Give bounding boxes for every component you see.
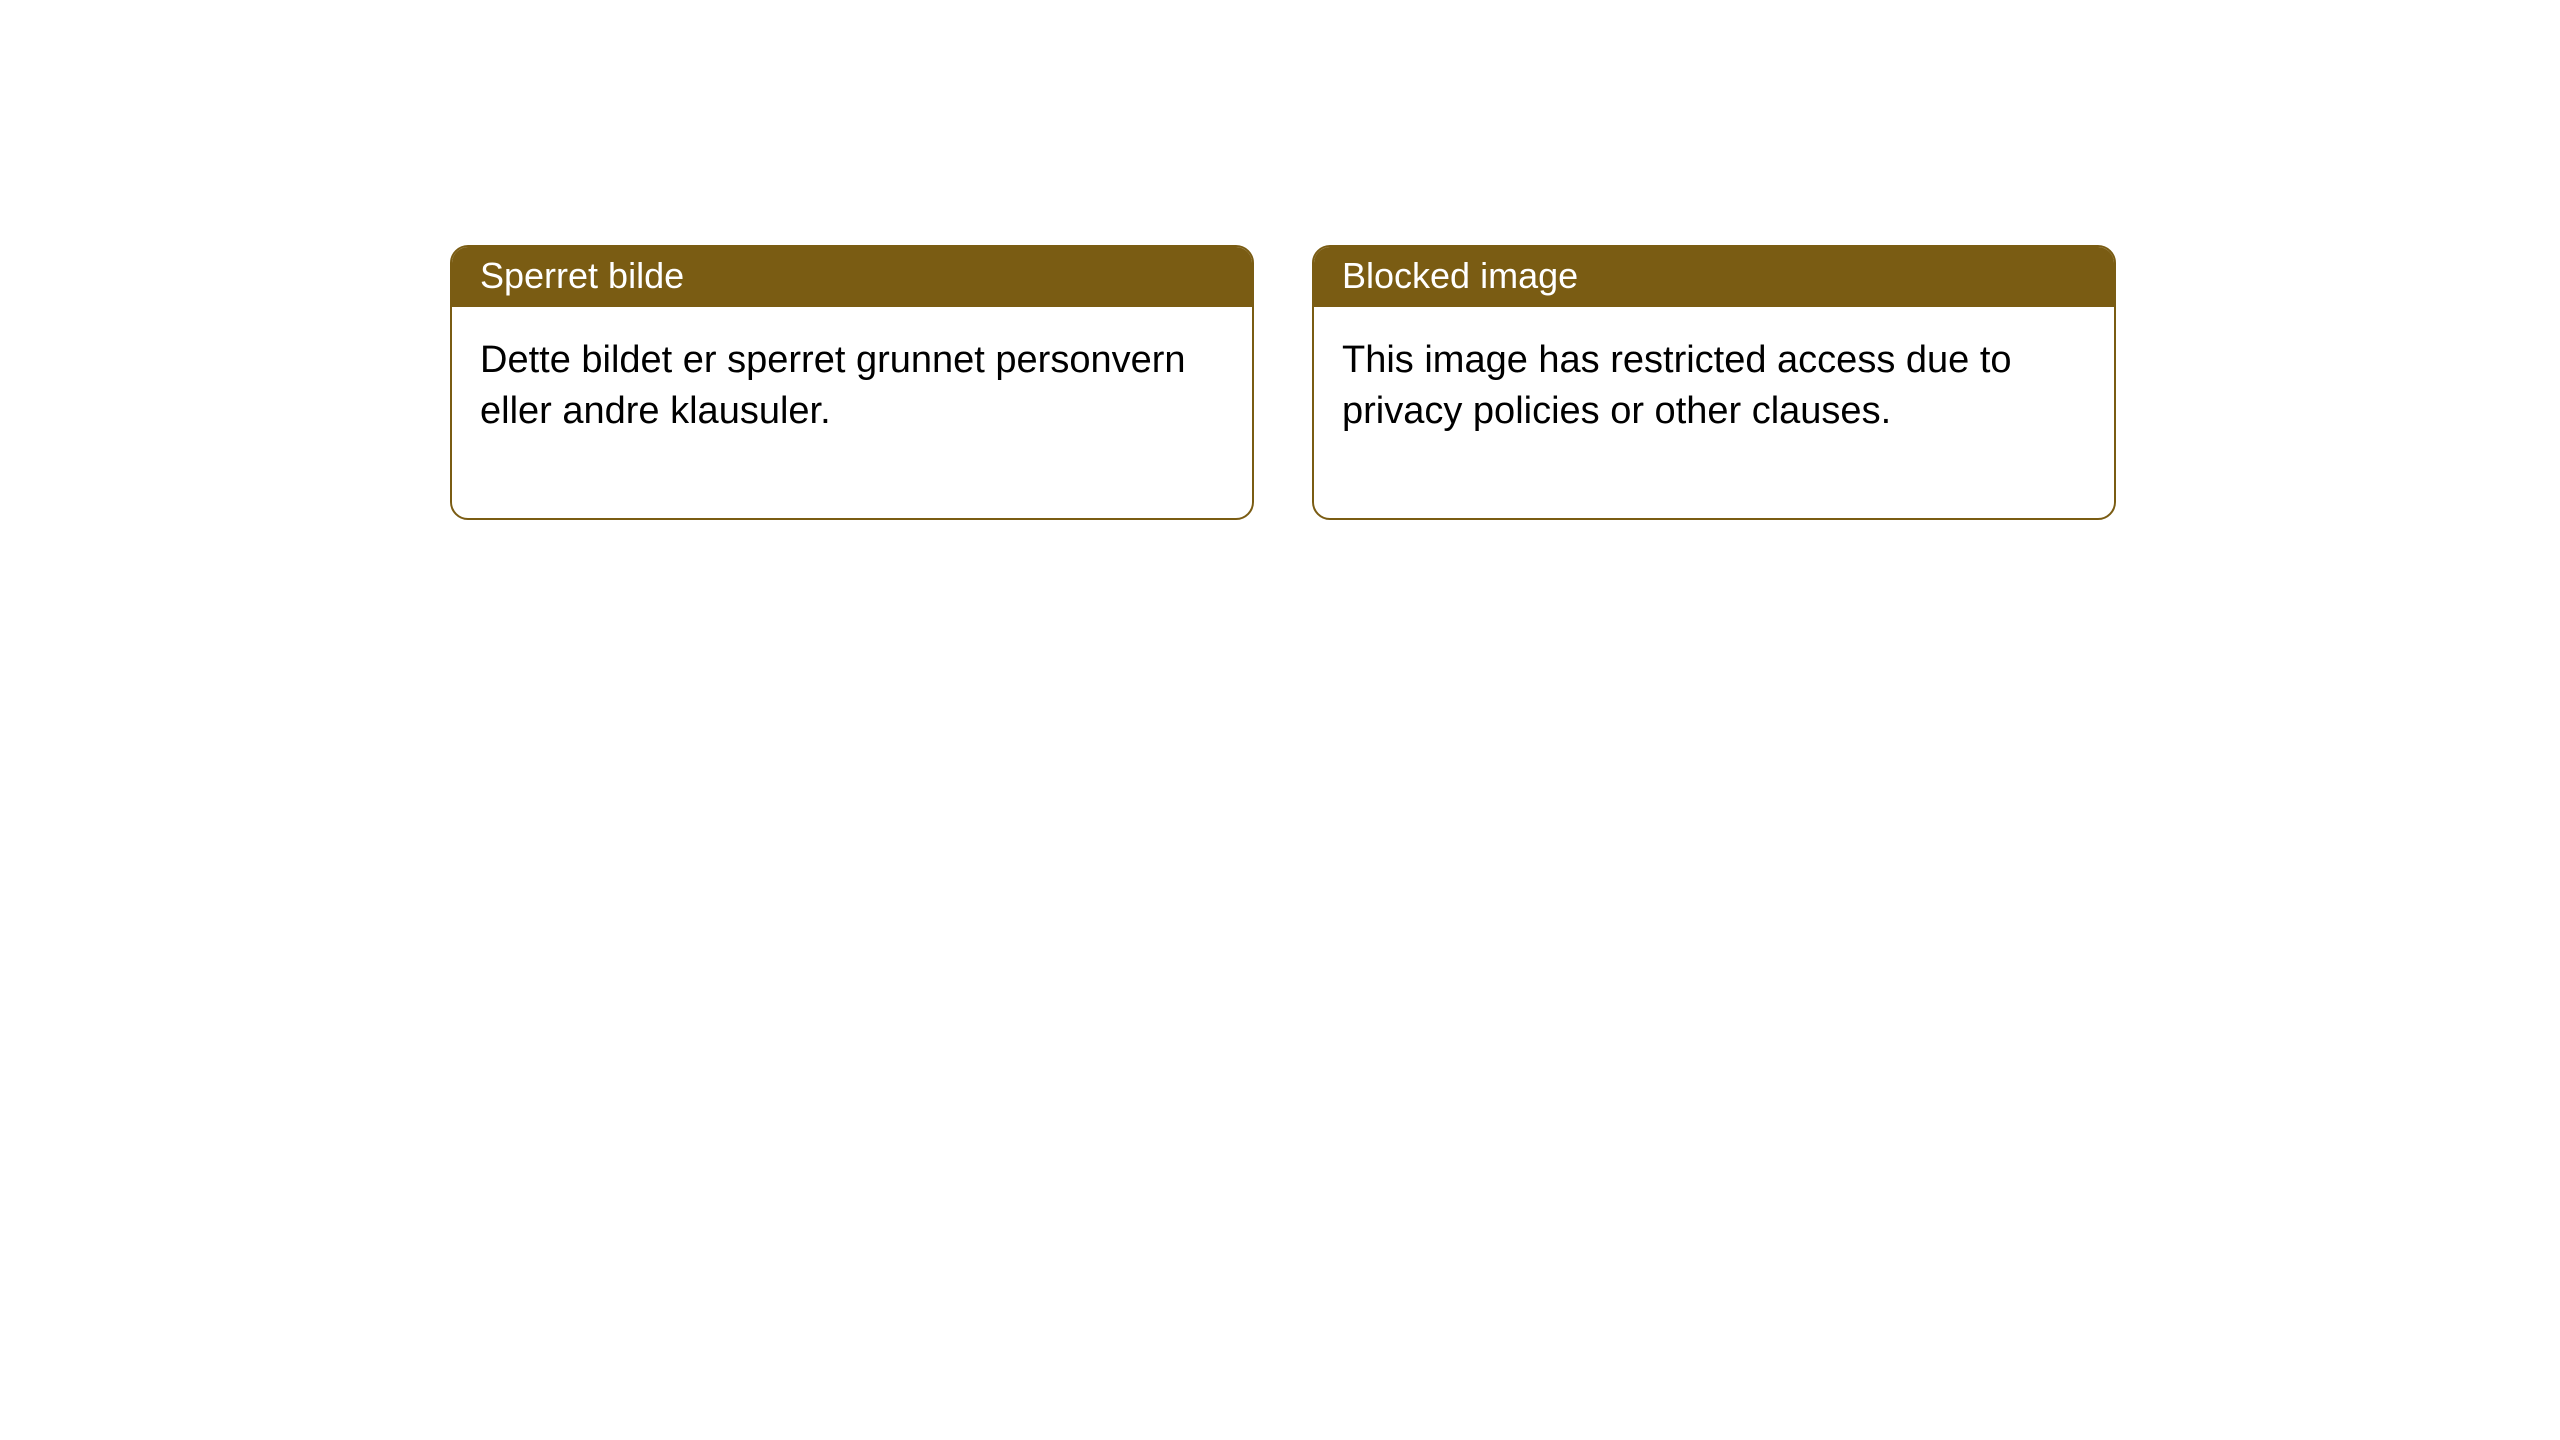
notice-header: Sperret bilde [452,247,1252,307]
notice-body-text: This image has restricted access due to … [1342,339,2012,432]
notice-box-english: Blocked image This image has restricted … [1312,245,2116,520]
notice-title: Blocked image [1342,255,1578,296]
notice-body-text: Dette bildet er sperret grunnet personve… [480,339,1186,432]
notice-body: This image has restricted access due to … [1314,307,2114,518]
notices-container: Sperret bilde Dette bildet er sperret gr… [450,245,2116,520]
notice-header: Blocked image [1314,247,2114,307]
notice-body: Dette bildet er sperret grunnet personve… [452,307,1252,518]
notice-title: Sperret bilde [480,255,684,296]
notice-box-norwegian: Sperret bilde Dette bildet er sperret gr… [450,245,1254,520]
